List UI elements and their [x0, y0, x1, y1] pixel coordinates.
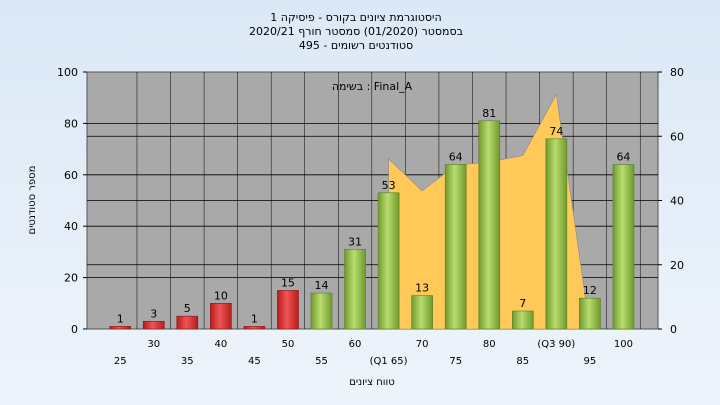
title-line-1: היסטוגרמת ציונים בקורס - פיסיקה 1 — [270, 11, 441, 24]
x-tick-label: 45 — [248, 356, 261, 367]
bar-30 — [142, 320, 165, 330]
bar-65 — [377, 192, 400, 330]
x-tick-label: 85 — [516, 356, 529, 367]
bar-value-label: 15 — [281, 276, 295, 289]
x-tick-label: 100 — [614, 339, 633, 350]
bar-25 — [109, 326, 131, 330]
x-tick-label: 80 — [483, 339, 496, 350]
bar-value-label: 5 — [184, 302, 191, 315]
bar-value-label: 1 — [251, 312, 258, 325]
y2-tick-label: 60 — [670, 130, 684, 143]
chart-title: היסטוגרמת ציונים בקורס - פיסיקה 1 בסמסטר… — [249, 11, 463, 52]
y-tick-label: 80 — [64, 117, 78, 130]
bar-90 — [545, 138, 568, 330]
x-tick-label: 25 — [114, 356, 127, 367]
bar-value-label: 12 — [583, 284, 597, 297]
bar-35 — [176, 315, 199, 330]
bar-70 — [411, 295, 433, 330]
bar-40 — [210, 302, 232, 330]
bar-value-label: 1 — [117, 312, 124, 325]
bar-100 — [612, 164, 635, 330]
bar-75 — [444, 164, 467, 330]
y-tick-label: 0 — [71, 323, 78, 336]
bar-80 — [478, 120, 501, 330]
title-line-2: בסמסטר (01/2020) סמסטר חורף 2020/21 — [249, 25, 463, 38]
bar-95 — [579, 297, 601, 330]
title-line-3: סטודנטים רשומים - 495 — [299, 39, 413, 52]
bar-value-label: 74 — [549, 125, 563, 138]
x-tick-label: 50 — [282, 339, 295, 350]
x-tick-label: 55 — [315, 356, 328, 367]
axes: 0204060801000204060802530354045505560(Q1… — [57, 66, 684, 367]
bar-85 — [511, 310, 534, 330]
x-tick-label: 75 — [449, 356, 462, 367]
x-tick-label: 60 — [349, 339, 362, 350]
y-tick-label: 40 — [64, 220, 78, 233]
bar-value-label: 31 — [348, 235, 362, 248]
x-tick-label: 70 — [416, 339, 429, 350]
x-tick-label: (Q1 65) — [370, 356, 408, 367]
bar-value-label: 14 — [315, 279, 329, 292]
y2-tick-label: 0 — [670, 323, 677, 336]
y-axis-title: מספר סטודנטים — [27, 166, 38, 235]
bar-55 — [310, 292, 333, 330]
x-tick-label: 95 — [584, 356, 597, 367]
bar-value-label: 53 — [382, 179, 396, 192]
bar-60 — [344, 249, 366, 330]
x-tick-label: (Q3 90) — [537, 339, 575, 350]
x-tick-label: 40 — [214, 339, 227, 350]
x-tick-label: 35 — [181, 356, 194, 367]
y2-tick-label: 80 — [670, 66, 684, 79]
bar-value-label: 7 — [519, 297, 526, 310]
x-axis-title: טווח ציונים — [349, 377, 394, 388]
bar-value-label: 81 — [482, 107, 496, 120]
bar-50 — [277, 290, 299, 330]
y-tick-label: 60 — [64, 169, 78, 182]
bar-value-label: 64 — [449, 151, 463, 164]
y2-tick-label: 40 — [670, 195, 684, 208]
y-tick-label: 100 — [57, 66, 78, 79]
bar-45 — [243, 326, 266, 330]
y2-tick-label: 20 — [670, 259, 684, 272]
bar-value-label: 10 — [214, 289, 228, 302]
x-tick-label: 30 — [147, 339, 160, 350]
y-tick-label: 20 — [64, 272, 78, 285]
bar-value-label: 13 — [415, 282, 429, 295]
bar-value-label: 64 — [616, 151, 630, 164]
annotation-label: בשימה : Final_A — [332, 80, 413, 93]
bar-value-label: 3 — [150, 307, 157, 320]
